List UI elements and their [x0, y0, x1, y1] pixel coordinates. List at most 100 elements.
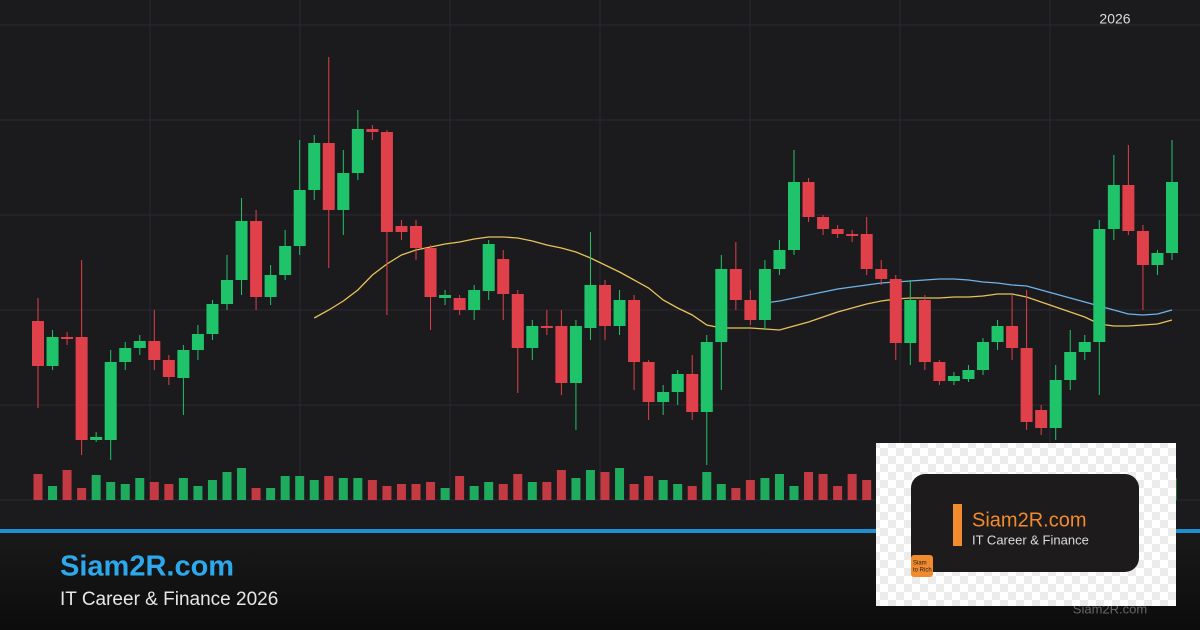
candle-body — [1035, 410, 1048, 428]
candle-body — [424, 248, 437, 297]
candle-body — [468, 290, 481, 310]
candle-body — [1151, 253, 1164, 265]
volume-bar — [33, 474, 43, 500]
candle-body — [264, 275, 277, 297]
candle-body — [831, 229, 844, 234]
candle-body — [1093, 229, 1106, 342]
candle-body — [715, 269, 728, 342]
candle-body — [904, 300, 917, 343]
candle-body — [962, 370, 975, 379]
candle-body — [875, 269, 888, 279]
candle-body — [90, 437, 103, 440]
candle-body — [860, 234, 873, 269]
volume-bar — [498, 484, 508, 500]
candle-body — [177, 350, 190, 378]
volume-bar — [48, 486, 58, 500]
volume-bar — [164, 484, 174, 500]
candle-body — [162, 360, 175, 377]
volume-bar — [513, 474, 523, 500]
volume-bar — [324, 476, 334, 500]
candle-body — [671, 374, 684, 392]
candle-body — [758, 269, 771, 320]
volume-bar — [440, 488, 450, 500]
card-subtitle: IT Career & Finance — [972, 532, 1089, 547]
volume-bar — [295, 476, 305, 500]
volume-bar — [629, 484, 639, 500]
candle-body — [191, 334, 204, 350]
candle-body — [366, 129, 379, 132]
candle-body — [482, 244, 495, 291]
candle-body — [686, 374, 699, 412]
candle-body — [32, 321, 44, 366]
candle-body — [351, 129, 364, 173]
footer-line — [0, 529, 1200, 533]
candle-body — [453, 298, 466, 310]
candle-body — [657, 392, 670, 402]
candle-body — [337, 173, 350, 210]
candle-body — [729, 269, 742, 300]
candle-body — [380, 132, 393, 232]
candle-body — [395, 226, 408, 232]
candle-body — [773, 250, 786, 269]
candle-body — [1006, 326, 1019, 348]
volume-bar — [658, 480, 668, 500]
volume-bar — [149, 482, 159, 500]
volume-bar — [62, 470, 72, 500]
volume-bar — [77, 488, 87, 500]
candle-body — [235, 221, 248, 280]
volume-bar — [585, 470, 595, 500]
volume-bar — [178, 478, 188, 500]
volume-bar — [222, 472, 232, 500]
volume-bar — [280, 476, 290, 500]
candle-body — [584, 285, 597, 328]
candle-body — [569, 326, 582, 383]
volume-bar — [309, 480, 319, 500]
candle-body — [1107, 185, 1120, 229]
card — [911, 474, 1139, 572]
candle-body — [991, 326, 1004, 342]
candle-body — [1078, 342, 1091, 352]
candle-body — [947, 376, 960, 381]
candle-body — [75, 337, 88, 440]
volume-bar — [106, 482, 116, 500]
volume-bar — [687, 486, 697, 500]
candle-body — [1020, 348, 1033, 422]
volume-bar — [731, 488, 741, 500]
candle-body — [817, 217, 830, 229]
volume-bar — [833, 486, 843, 500]
candle-body — [61, 337, 74, 339]
candle-body — [1166, 182, 1178, 253]
volume-bar — [207, 480, 217, 500]
volume-bar — [120, 484, 130, 500]
candle-body — [439, 295, 452, 298]
candle-body — [526, 326, 539, 348]
candle-body — [599, 285, 611, 326]
candle-body — [1122, 185, 1135, 231]
candle-body — [250, 221, 263, 297]
logo-overlay: Siam2R.com IT Career & Finance Siam to R… — [876, 443, 1176, 606]
candle-body — [293, 190, 306, 246]
candle-body — [410, 226, 422, 248]
volume-bar — [411, 484, 421, 500]
moving-average — [313, 236, 1173, 331]
candle-body — [279, 246, 292, 275]
brand-subtitle: IT Career & Finance 2026 — [60, 589, 278, 610]
volume-bar — [469, 486, 479, 500]
volume-bar — [338, 478, 348, 500]
candle-body — [206, 304, 219, 334]
volume-bar — [847, 474, 857, 500]
candle-body — [613, 300, 626, 326]
volume-bar — [789, 486, 799, 500]
volume-bar — [862, 480, 872, 500]
candle-body — [148, 341, 161, 360]
volume-bar — [455, 476, 465, 500]
volume-bar — [673, 484, 683, 500]
volume-bar — [760, 478, 770, 500]
volume-bar — [542, 482, 552, 500]
card-title: Siam2R.com — [972, 509, 1086, 531]
volume-bar — [571, 478, 581, 500]
candle-body — [555, 326, 568, 383]
card-accent — [953, 504, 962, 546]
